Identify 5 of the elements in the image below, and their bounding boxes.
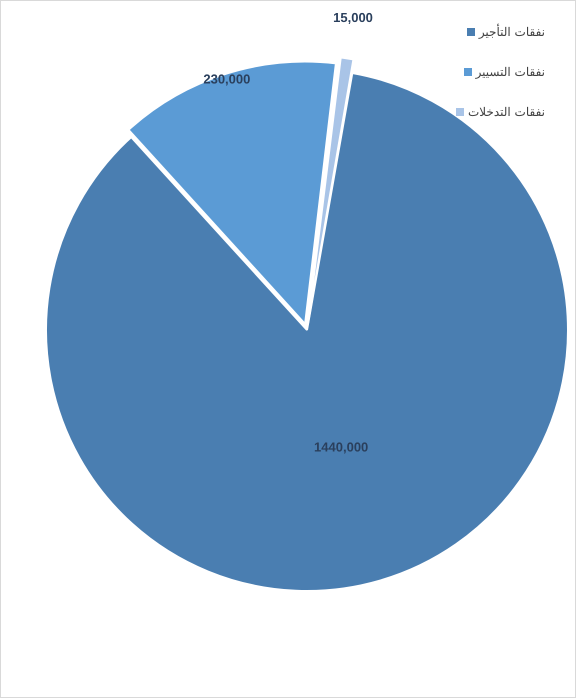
legend-label: نفقات التدخلات (468, 105, 545, 119)
data-label: 1440,000 (314, 439, 368, 454)
data-label: 15,000 (333, 10, 373, 25)
legend-label: نفقات التأجير (478, 25, 545, 39)
legend-label: نفقات التسيير (476, 65, 545, 79)
